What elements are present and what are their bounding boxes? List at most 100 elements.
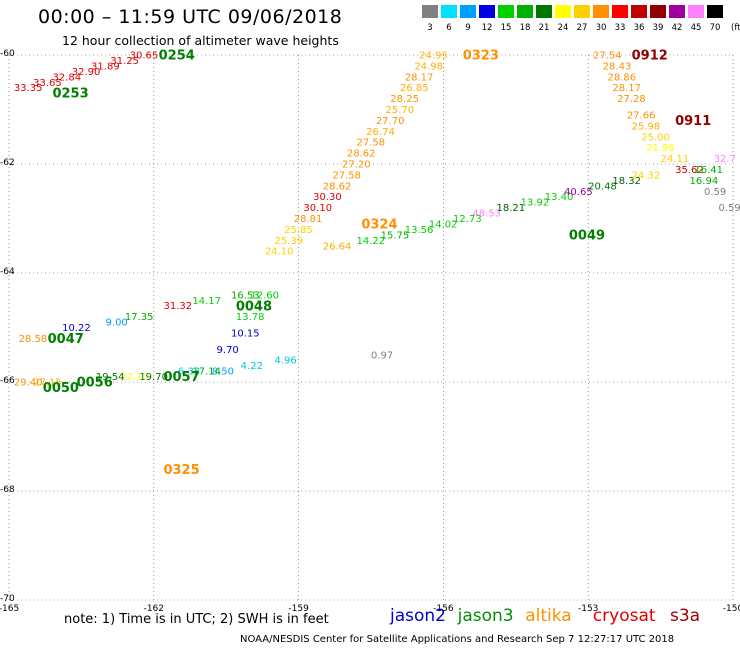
wave-height-value: 4.22 <box>241 361 263 372</box>
wave-height-value: 27.58 <box>332 170 361 181</box>
scale-unit: (ft) <box>731 23 740 33</box>
latitude-label: -64 <box>0 267 15 277</box>
pass-time-label: 0048 <box>236 299 272 314</box>
note-text: note: 1) Time is in UTC; 2) SWH is in fe… <box>64 612 329 627</box>
wave-height-value: 14.17 <box>192 296 221 307</box>
wave-height-value: 27.54 <box>593 51 622 62</box>
wave-height-value: 10.15 <box>231 328 260 339</box>
scale-label: 15 <box>500 23 512 33</box>
wave-height-value: 32.84 <box>52 72 81 83</box>
wave-height-value: 27.66 <box>627 110 656 121</box>
wave-height-value: 24.11 <box>661 154 690 165</box>
wave-height-value: 27.70 <box>376 116 405 127</box>
map-grid <box>8 54 734 601</box>
legend-entry: cryosat <box>592 606 656 626</box>
wave-height-value: 18.32 <box>612 176 641 187</box>
wave-height-value: 4.96 <box>274 356 296 367</box>
wave-height-value: 13.56 <box>405 225 434 236</box>
wave-height-value: 33.35 <box>14 83 43 94</box>
wave-height-value: 9.70 <box>217 345 239 356</box>
longitude-label: -159 <box>288 604 309 614</box>
scale-swatch <box>422 5 438 18</box>
wave-height-value: 27.58 <box>357 138 386 149</box>
wave-height-value: 13.78 <box>236 312 265 323</box>
longitude-label: -156 <box>433 604 454 614</box>
scale-label: 70 <box>709 23 721 33</box>
pass-time-label: 0253 <box>52 87 88 102</box>
wave-height-value: 26.85 <box>400 83 429 94</box>
wave-height-value: 15.75 <box>381 230 410 241</box>
scale-swatch <box>479 5 495 18</box>
wave-height-value: 28.62 <box>347 149 376 160</box>
scale-swatch <box>460 5 476 18</box>
scale-swatch <box>555 5 571 18</box>
wave-height-value: 25.39 <box>274 236 303 247</box>
scale-swatch <box>574 5 590 18</box>
wave-height-value: 29.40 <box>14 378 43 389</box>
footer-credit: NOAA/NESDIS Center for Satellite Applica… <box>240 634 675 645</box>
wave-height-value: 22.17 <box>120 372 149 383</box>
wave-height-value: 13.92 <box>521 198 550 209</box>
wave-height-value: 30.30 <box>313 192 342 203</box>
scale-swatch <box>707 5 723 18</box>
scale-swatch <box>517 5 533 18</box>
wave-height-value: 30.65 <box>130 51 159 62</box>
wave-height-value: 27.28 <box>617 94 646 105</box>
scale-swatch <box>536 5 552 18</box>
scale-swatch <box>593 5 609 18</box>
wave-height-value: 27.15 <box>33 378 62 389</box>
wave-height-value: 25.00 <box>641 132 670 143</box>
wave-height-value: 28.58 <box>19 334 48 345</box>
legend-entry: jason2 <box>390 606 446 626</box>
wave-height-value: 27.20 <box>342 160 371 171</box>
latitude-label: -68 <box>0 485 15 495</box>
wave-height-value: 16.53 <box>231 290 260 301</box>
scale-label: 42 <box>671 23 683 33</box>
scale-swatch <box>650 5 666 18</box>
wave-height-value: 17.14 <box>192 367 221 378</box>
scale-label: 24 <box>557 23 569 33</box>
pass-time-label: 0049 <box>569 228 605 243</box>
wave-height-value: 48.53 <box>472 209 501 220</box>
wave-height-value: 6.33 <box>178 367 200 378</box>
wave-height-value: 26.74 <box>366 127 395 138</box>
wave-height-value: 13.40 <box>545 192 574 203</box>
wave-height-value: 9.00 <box>106 318 128 329</box>
wave-height-value: 24.32 <box>632 170 661 181</box>
scale-label: 3 <box>427 23 433 33</box>
wave-height-value: 28.43 <box>603 61 632 72</box>
wave-height-value: 16.41 <box>694 165 723 176</box>
scale-swatch <box>612 5 628 18</box>
pass-time-label: 0323 <box>463 49 499 64</box>
page-title: 00:00 – 11:59 UTC 09/06/2018 <box>38 6 343 28</box>
legend-entry: s3a <box>670 606 701 626</box>
wave-height-value: 10.22 <box>62 323 91 334</box>
wave-height-value: 19.70 <box>139 372 168 383</box>
latitude-label: -62 <box>0 158 15 168</box>
scale-label: 9 <box>465 23 471 33</box>
pass-time-label: 0324 <box>361 218 397 233</box>
wave-height-value: 14.02 <box>429 219 458 230</box>
scale-label: 6 <box>446 23 452 33</box>
wave-height-value: 31.32 <box>163 301 192 312</box>
scale-label: 30 <box>595 23 607 33</box>
scale-label: 39 <box>652 23 664 33</box>
latitude-label: -66 <box>0 376 15 386</box>
scale-label: 45 <box>690 23 702 33</box>
wave-height-value: 24.10 <box>265 247 294 258</box>
wave-height-value: 18.21 <box>496 203 525 214</box>
legend-entry: altika <box>525 606 572 626</box>
pass-time-label: 0047 <box>48 332 84 347</box>
scale-label: 36 <box>633 23 645 33</box>
wave-height-value: 30.10 <box>303 203 332 214</box>
wave-height-value: 28.62 <box>323 181 352 192</box>
scale-swatch <box>688 5 704 18</box>
wave-height-value: 19.54 <box>96 372 125 383</box>
pass-time-label: 0057 <box>163 370 199 385</box>
legend-entry: jason3 <box>457 606 514 626</box>
wave-height-value: 32.90 <box>72 67 101 78</box>
wave-height-value: 28.17 <box>612 83 641 94</box>
scale-label: 18 <box>519 23 531 33</box>
